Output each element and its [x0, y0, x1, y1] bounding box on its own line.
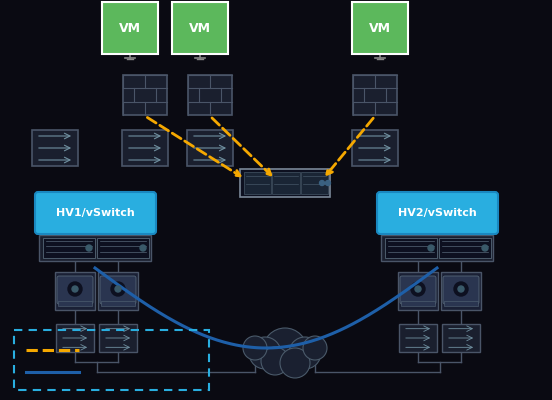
FancyBboxPatch shape — [240, 169, 330, 197]
FancyBboxPatch shape — [400, 276, 436, 304]
Circle shape — [263, 328, 307, 372]
FancyBboxPatch shape — [58, 301, 92, 306]
Polygon shape — [412, 231, 463, 249]
FancyBboxPatch shape — [385, 238, 437, 258]
FancyBboxPatch shape — [101, 301, 135, 306]
FancyBboxPatch shape — [187, 130, 233, 166]
FancyBboxPatch shape — [123, 75, 167, 115]
Circle shape — [243, 336, 267, 360]
FancyBboxPatch shape — [352, 130, 398, 166]
Text: HV1/vSwitch: HV1/vSwitch — [56, 208, 135, 218]
Circle shape — [303, 336, 327, 360]
FancyBboxPatch shape — [100, 276, 136, 304]
Circle shape — [86, 245, 92, 251]
Circle shape — [289, 337, 321, 369]
FancyBboxPatch shape — [353, 75, 397, 115]
FancyBboxPatch shape — [439, 238, 491, 258]
Text: HV2/vSwitch: HV2/vSwitch — [398, 208, 477, 218]
FancyBboxPatch shape — [301, 172, 328, 194]
Circle shape — [458, 286, 464, 292]
FancyBboxPatch shape — [398, 272, 438, 310]
FancyBboxPatch shape — [39, 235, 151, 261]
Circle shape — [482, 245, 488, 251]
FancyBboxPatch shape — [381, 235, 493, 261]
FancyBboxPatch shape — [102, 2, 158, 54]
FancyBboxPatch shape — [401, 301, 435, 306]
Circle shape — [280, 348, 310, 378]
FancyBboxPatch shape — [188, 75, 232, 115]
Circle shape — [411, 282, 425, 296]
FancyBboxPatch shape — [32, 130, 78, 166]
FancyBboxPatch shape — [98, 272, 138, 310]
Text: VM: VM — [369, 22, 391, 34]
FancyBboxPatch shape — [442, 324, 480, 352]
FancyBboxPatch shape — [99, 324, 137, 352]
Circle shape — [111, 282, 125, 296]
FancyBboxPatch shape — [399, 324, 437, 352]
FancyBboxPatch shape — [55, 272, 95, 310]
Circle shape — [261, 347, 289, 375]
FancyBboxPatch shape — [97, 238, 149, 258]
FancyBboxPatch shape — [172, 2, 228, 54]
Circle shape — [68, 282, 82, 296]
Circle shape — [326, 180, 331, 186]
FancyBboxPatch shape — [443, 276, 479, 304]
Circle shape — [320, 180, 325, 186]
Text: VM: VM — [189, 22, 211, 34]
Circle shape — [249, 337, 281, 369]
Polygon shape — [70, 231, 121, 249]
FancyBboxPatch shape — [377, 192, 498, 234]
FancyBboxPatch shape — [255, 348, 315, 360]
FancyBboxPatch shape — [122, 130, 168, 166]
FancyBboxPatch shape — [35, 192, 156, 234]
Circle shape — [415, 286, 421, 292]
Circle shape — [140, 245, 146, 251]
Text: VM: VM — [119, 22, 141, 34]
Circle shape — [454, 282, 468, 296]
FancyBboxPatch shape — [272, 172, 300, 194]
FancyBboxPatch shape — [441, 272, 481, 310]
Circle shape — [428, 245, 434, 251]
FancyBboxPatch shape — [352, 2, 408, 54]
FancyBboxPatch shape — [43, 238, 95, 258]
Circle shape — [72, 286, 78, 292]
FancyBboxPatch shape — [244, 172, 272, 194]
FancyBboxPatch shape — [57, 276, 93, 304]
FancyBboxPatch shape — [56, 324, 94, 352]
Circle shape — [115, 286, 121, 292]
FancyBboxPatch shape — [444, 301, 478, 306]
